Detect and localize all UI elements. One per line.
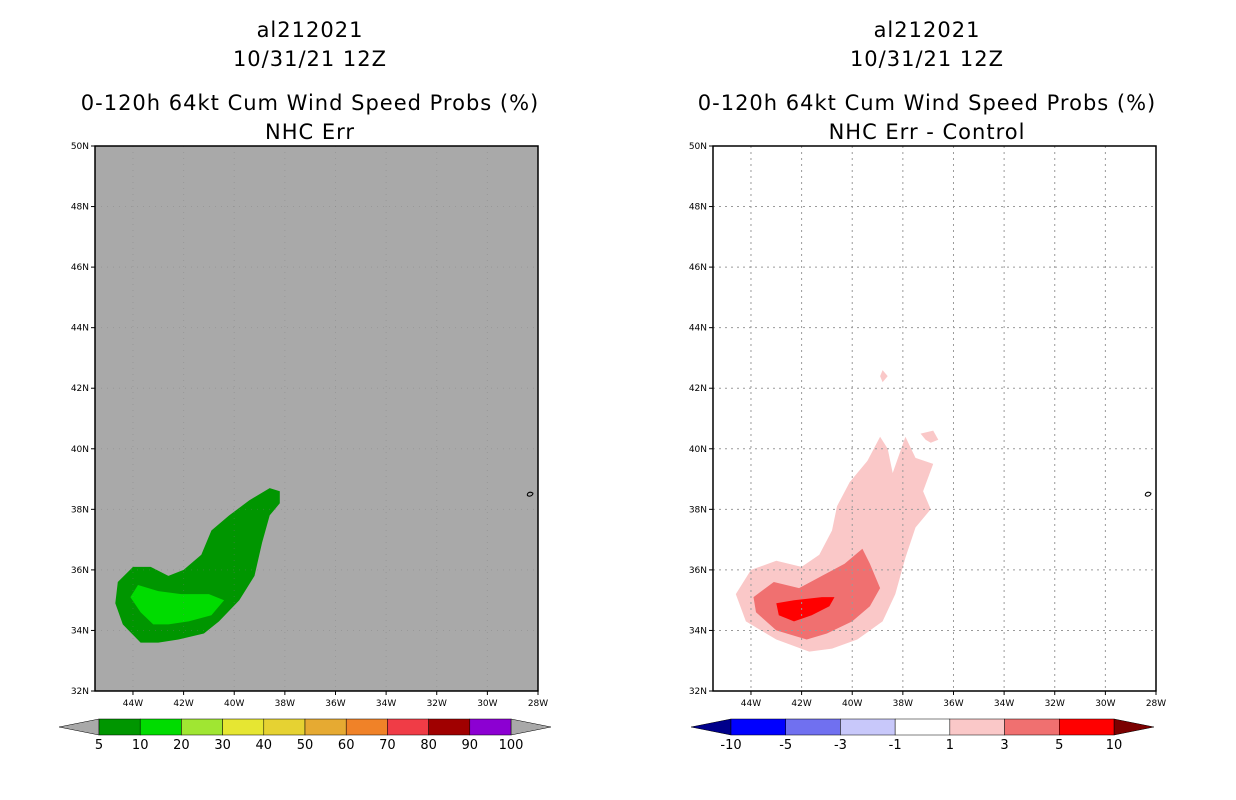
contour-region-1-3-1 — [880, 370, 888, 383]
y-tick-label-44N: 44N — [689, 324, 707, 334]
y-tick-label-50N: 50N — [689, 142, 707, 152]
colorbar-label-4: 40 — [256, 738, 273, 753]
contour-region-10-20-1 — [130, 585, 225, 625]
colorbar-label-4: 1 — [946, 738, 954, 753]
y-tick-label-38N: 38N — [71, 505, 89, 515]
y-tick-label-32N: 32N — [689, 687, 707, 697]
x-tick-label-42W: 42W — [173, 699, 193, 709]
x-tick-label-28W: 28W — [1146, 699, 1166, 709]
colorbar-label-5: 50 — [297, 738, 314, 753]
y-tick-label-34N: 34N — [71, 626, 89, 636]
x-tick-label-36W: 36W — [325, 699, 345, 709]
y-tick-label-44N: 44N — [71, 324, 89, 334]
y-tick-label-46N: 46N — [71, 263, 89, 273]
colorbar-swatch-8 — [428, 718, 471, 736]
contour-region-1-3-2 — [920, 430, 939, 443]
y-tick-label-36N: 36N — [689, 566, 707, 576]
left-subtitle: NHC Err — [264, 120, 355, 144]
y-tick-label-34N: 34N — [689, 626, 707, 636]
left-datetime: 10/31/21 12Z — [232, 47, 388, 71]
colorbar-swatch-3 — [894, 718, 951, 736]
colorbar-label-7: 10 — [1106, 738, 1123, 753]
colorbar-label-3: -1 — [889, 738, 902, 753]
colorbar-swatch-6 — [345, 718, 388, 736]
right-product-title: 0-120h 64kt Cum Wind Speed Probs (%) — [697, 91, 1157, 115]
y-tick-label-48N: 48N — [689, 203, 707, 213]
colorbar-right-arrow — [510, 718, 552, 736]
x-tick-label-30W: 30W — [1095, 699, 1115, 709]
y-tick-label-48N: 48N — [71, 203, 89, 213]
x-tick-label-28W: 28W — [528, 699, 548, 709]
colorbar-label-2: 20 — [173, 738, 190, 753]
right-colorbar: -10 -5 -3 -1 1 3 5 10 — [690, 718, 1155, 753]
coastline-island — [1144, 491, 1152, 497]
colorbar-label-0: 5 — [95, 738, 103, 753]
colorbar-label-10: 100 — [499, 738, 524, 753]
colorbar-swatch-1 — [785, 718, 841, 736]
colorbar-label-3: 30 — [214, 738, 231, 753]
colorbar-label-1: 10 — [132, 738, 149, 753]
colorbar-swatch-5 — [304, 718, 347, 736]
y-tick-label-40N: 40N — [689, 445, 707, 455]
colorbar-swatch-2 — [840, 718, 896, 736]
colorbar-swatch-7 — [387, 718, 429, 736]
map-frame — [94, 145, 539, 692]
x-tick-label-38W: 38W — [893, 699, 913, 709]
colorbar-left-arrow — [58, 718, 100, 736]
x-tick-label-34W: 34W — [376, 699, 396, 709]
x-tick-label-32W: 32W — [1045, 699, 1065, 709]
right-storm-id: al212021 — [873, 18, 981, 42]
y-tick-label-50N: 50N — [71, 142, 89, 152]
colorbar-label-8: 80 — [420, 738, 437, 753]
map-frame — [712, 145, 1157, 692]
colorbar-swatch-5 — [1004, 718, 1060, 736]
x-tick-label-40W: 40W — [842, 699, 862, 709]
y-tick-label-32N: 32N — [71, 687, 89, 697]
colorbar-swatch-0 — [98, 718, 141, 736]
colorbar-label-6: 5 — [1055, 738, 1063, 753]
colorbar-swatch-3 — [222, 718, 265, 736]
colorbar-swatch-9 — [469, 718, 512, 736]
colorbar-swatch-6 — [1059, 718, 1115, 736]
y-tick-label-42N: 42N — [71, 384, 89, 394]
right-datetime: 10/31/21 12Z — [849, 47, 1005, 71]
x-tick-label-42W: 42W — [791, 699, 811, 709]
contour-region-5-10-4 — [776, 597, 835, 622]
left-probability-map: 44W 42W 40W 38W 36W 34W 32W 30W 28W 32N 34N 36N 38N 4… — [71, 142, 548, 709]
x-tick-label-32W: 32W — [427, 699, 447, 709]
y-tick-label-40N: 40N — [71, 445, 89, 455]
coastline-island — [526, 491, 534, 497]
colorbar-label-1: -5 — [779, 738, 792, 753]
left-product-title: 0-120h 64kt Cum Wind Speed Probs (%) — [80, 91, 540, 115]
colorbar-label-7: 70 — [379, 738, 396, 753]
x-tick-label-34W: 34W — [994, 699, 1014, 709]
colorbar-label-5: 3 — [1000, 738, 1008, 753]
left-storm-id: al212021 — [256, 18, 364, 42]
colorbar-left-arrow — [690, 718, 732, 736]
y-tick-label-42N: 42N — [689, 384, 707, 394]
colorbar-label-6: 60 — [338, 738, 355, 753]
x-tick-label-40W: 40W — [224, 699, 244, 709]
y-tick-label-38N: 38N — [689, 505, 707, 515]
x-tick-label-30W: 30W — [477, 699, 497, 709]
colorbar-swatch-2 — [181, 718, 223, 736]
colorbar-label-0: -10 — [720, 738, 741, 753]
colorbar-right-arrow — [1113, 718, 1155, 736]
colorbar-label-2: -3 — [834, 738, 847, 753]
colorbar-swatch-4 — [949, 718, 1005, 736]
right-difference-map: 44W 42W 40W 38W 36W 34W 32W 30W 28W 32N 34N 36N 38N 4… — [689, 142, 1166, 709]
x-tick-label-44W: 44W — [741, 699, 761, 709]
left-colorbar: 5 10 20 30 40 50 60 70 80 90 100 — [58, 718, 552, 753]
colorbar-label-9: 90 — [462, 738, 479, 753]
colorbar-swatch-4 — [263, 718, 306, 736]
x-tick-label-36W: 36W — [943, 699, 963, 709]
y-tick-label-46N: 46N — [689, 263, 707, 273]
x-tick-label-38W: 38W — [275, 699, 295, 709]
colorbar-swatch-0 — [730, 718, 786, 736]
y-tick-label-36N: 36N — [71, 566, 89, 576]
x-tick-label-44W: 44W — [123, 699, 143, 709]
colorbar-swatch-1 — [139, 718, 182, 736]
right-subtitle: NHC Err - Control — [828, 120, 1026, 144]
